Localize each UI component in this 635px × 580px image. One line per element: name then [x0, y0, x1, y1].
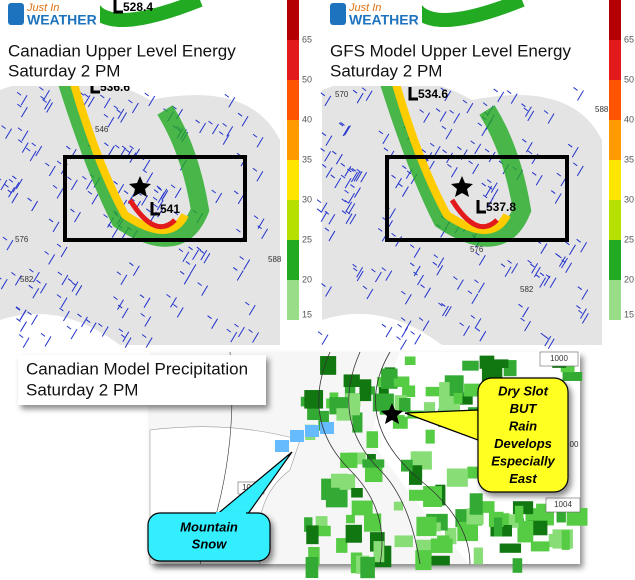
callout-line: East — [509, 471, 537, 486]
colorbar-swatch — [287, 240, 299, 280]
low-label: 537.8 — [486, 200, 516, 214]
colorbar-swatch — [287, 0, 299, 40]
contour-label: 588 — [268, 255, 282, 264]
colorbar-swatch — [609, 0, 621, 40]
colorbar-swatch — [609, 160, 621, 200]
highlight-box — [385, 155, 569, 242]
colorbar-label: 30 — [302, 194, 312, 204]
star — [451, 176, 473, 197]
callout-line: Rain — [509, 418, 537, 433]
colorbar-swatch — [609, 280, 621, 320]
low-label: 534.6 — [418, 87, 448, 101]
panel-subtitle: Saturday 2 PM — [330, 61, 442, 80]
callout-west — [147, 512, 271, 562]
colorbar-label: 25 — [624, 234, 634, 244]
colorbar-label: 65 — [624, 34, 634, 44]
contour-label: 588 — [595, 105, 609, 114]
precip-title: Canadian Model Precipitation — [26, 359, 248, 378]
contour-label: 576 — [470, 245, 484, 254]
colorbar-swatch — [609, 40, 621, 80]
precip-panel: 1000 1004 1012 00 Canadian Model Precipi… — [18, 351, 588, 579]
colorbar-label: 20 — [624, 274, 634, 284]
callout-line: Dry Slot — [498, 383, 549, 398]
colorbar-label: 50 — [302, 74, 312, 84]
contour-label: 576 — [15, 235, 29, 244]
callout-line: Develops — [494, 436, 552, 451]
colorbar-label: 15 — [624, 309, 634, 319]
title-box — [327, 38, 607, 86]
callout-line: Mountain — [180, 519, 238, 534]
colorbar-label: 20 — [302, 274, 312, 284]
colorbar-label: 35 — [302, 154, 312, 164]
colorbar-swatch — [287, 120, 299, 160]
logo-bottom: WEATHER — [27, 12, 97, 28]
callout-line: Snow — [192, 536, 228, 551]
low-label: 541 — [160, 202, 180, 216]
logo-icon — [8, 3, 24, 25]
isobar-label: 1000 — [550, 354, 568, 363]
logo-icon — [330, 3, 346, 25]
star — [129, 176, 151, 197]
callout-east — [477, 377, 569, 493]
callout-line: BUT — [510, 401, 538, 416]
colorbar-label: 40 — [302, 114, 312, 124]
logo-top: Just In — [26, 2, 59, 14]
colorbar-swatch — [287, 160, 299, 200]
colorbar-label: 65 — [302, 34, 312, 44]
colorbar-swatch — [609, 120, 621, 160]
panel-title: Canadian Upper Level Energy — [8, 41, 236, 60]
colorbar-swatch — [609, 200, 621, 240]
colorbar-swatch — [609, 240, 621, 280]
colorbar-swatch — [287, 40, 299, 80]
contour-label: 546 — [95, 125, 109, 134]
panel-subtitle: Saturday 2 PM — [8, 61, 120, 80]
isobar-label: 00 — [570, 440, 579, 449]
model-panel: 534.6 537.8 570 576 582 588 65 50 40 35 30 25 20 15 GF… — [316, 0, 634, 350]
colorbar-label: 50 — [624, 74, 634, 84]
colorbar-label: 30 — [624, 194, 634, 204]
star — [381, 403, 403, 424]
model-panel: 528.4536.6541576582546588655040353025201… — [0, 0, 312, 348]
colorbar-label: 40 — [624, 114, 634, 124]
colorbar-swatch — [287, 80, 299, 120]
contour-label: 570 — [335, 90, 349, 99]
contour-label: 582 — [520, 285, 534, 294]
colorbar-label: 25 — [302, 234, 312, 244]
callout-line: Especially — [491, 453, 555, 468]
contour-label: 582 — [20, 275, 34, 284]
highlight-box — [63, 155, 247, 242]
panel-title: GFS Model Upper Level Energy — [330, 41, 571, 60]
logo-bottom: WEATHER — [349, 12, 419, 28]
title-box — [18, 355, 266, 405]
colorbar-swatch — [287, 200, 299, 240]
title-box — [5, 38, 245, 86]
colorbar-swatch — [609, 80, 621, 120]
logo-top: Just In — [348, 2, 381, 14]
isobar-label: 1004 — [554, 500, 572, 509]
colorbar-label: 15 — [302, 309, 312, 319]
precip-subtitle: Saturday 2 PM — [26, 380, 138, 399]
colorbar-label: 35 — [624, 154, 634, 164]
low-label: 528.4 — [123, 0, 153, 14]
colorbar-swatch — [287, 280, 299, 320]
